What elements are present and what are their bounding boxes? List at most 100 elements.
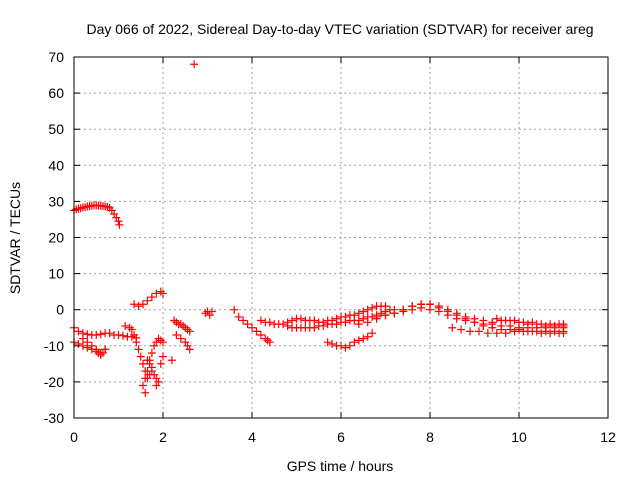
data-point bbox=[506, 325, 515, 334]
data-point bbox=[399, 305, 408, 314]
data-point bbox=[96, 330, 105, 339]
y-tick-label: 20 bbox=[48, 230, 64, 246]
data-point bbox=[141, 388, 150, 397]
data-point bbox=[234, 312, 243, 321]
y-tick-label: 10 bbox=[48, 266, 64, 282]
data-point bbox=[143, 296, 152, 305]
data-point bbox=[85, 202, 94, 211]
data-point bbox=[130, 300, 139, 309]
data-point bbox=[78, 341, 87, 350]
grid-lines bbox=[74, 57, 608, 418]
data-point bbox=[359, 307, 368, 316]
x-tick-label: 2 bbox=[159, 429, 167, 445]
y-tick-label: -20 bbox=[44, 374, 64, 390]
x-tick-label: 4 bbox=[248, 429, 256, 445]
data-point bbox=[390, 309, 399, 318]
y-tick-label: 40 bbox=[48, 157, 64, 173]
data-point bbox=[310, 316, 319, 325]
data-point bbox=[550, 327, 559, 336]
data-point bbox=[83, 338, 92, 347]
y-tick-label: 70 bbox=[48, 49, 64, 65]
y-tick-label: 30 bbox=[48, 193, 64, 209]
data-point bbox=[167, 356, 176, 365]
data-point bbox=[372, 312, 381, 321]
data-point bbox=[377, 309, 386, 318]
data-point bbox=[101, 345, 110, 354]
data-point bbox=[528, 327, 537, 336]
data-point bbox=[474, 327, 483, 336]
data-point bbox=[341, 318, 350, 327]
data-point bbox=[519, 327, 528, 336]
data-point bbox=[130, 330, 139, 339]
x-axis-label: GPS time / hours bbox=[287, 458, 394, 474]
data-point bbox=[147, 367, 156, 376]
data-point bbox=[138, 300, 147, 309]
x-tick-label: 12 bbox=[600, 429, 616, 445]
data-point bbox=[288, 316, 297, 325]
data-point bbox=[359, 334, 368, 343]
data-point bbox=[159, 338, 167, 347]
y-axis-label: SDTVAR / TECUs bbox=[7, 182, 23, 294]
data-point bbox=[118, 331, 127, 340]
data-point bbox=[185, 345, 194, 354]
data-point bbox=[363, 305, 372, 314]
data-point bbox=[363, 332, 372, 341]
data-point bbox=[138, 381, 147, 390]
data-point bbox=[546, 320, 555, 329]
data-point bbox=[138, 359, 147, 368]
data-point bbox=[243, 320, 252, 329]
data-point bbox=[147, 293, 156, 302]
data-point bbox=[519, 318, 528, 327]
data-point bbox=[537, 329, 546, 338]
data-point bbox=[501, 316, 510, 325]
data-point bbox=[127, 325, 136, 334]
data-point bbox=[230, 305, 239, 314]
data-point bbox=[328, 339, 337, 348]
data-point bbox=[359, 314, 368, 323]
chart-title: Day 066 of 2022, Sidereal Day-to-day VTE… bbox=[86, 21, 593, 37]
data-point bbox=[341, 343, 350, 352]
data-point bbox=[332, 320, 341, 329]
y-tick-label: -30 bbox=[44, 410, 64, 426]
data-point bbox=[115, 220, 124, 229]
data-point bbox=[488, 323, 497, 332]
data-point bbox=[461, 314, 470, 323]
data-point bbox=[256, 330, 265, 339]
data-point bbox=[452, 311, 461, 320]
data-point bbox=[368, 329, 377, 338]
data-point bbox=[515, 325, 523, 334]
data-point bbox=[98, 202, 107, 211]
x-tick-label: 10 bbox=[511, 429, 527, 445]
data-point bbox=[159, 289, 167, 298]
data-point bbox=[345, 341, 354, 350]
data-point bbox=[443, 307, 452, 316]
data-point bbox=[252, 327, 261, 336]
data-point bbox=[434, 303, 443, 312]
data-point bbox=[337, 341, 345, 350]
data-point bbox=[541, 327, 550, 336]
data-point bbox=[368, 303, 377, 312]
data-point bbox=[559, 329, 568, 338]
data-point bbox=[134, 302, 143, 311]
data-point bbox=[190, 60, 199, 69]
data-point bbox=[296, 314, 305, 323]
data-point bbox=[417, 300, 426, 309]
data-point bbox=[381, 311, 390, 320]
data-point bbox=[185, 327, 194, 336]
data-point bbox=[559, 320, 568, 329]
data-point bbox=[466, 327, 475, 336]
data-point bbox=[310, 323, 319, 332]
data-point bbox=[492, 314, 501, 323]
data-point bbox=[159, 352, 167, 361]
data-point bbox=[501, 329, 510, 338]
data-point bbox=[479, 321, 488, 330]
data-point bbox=[354, 309, 363, 318]
data-point bbox=[483, 329, 492, 338]
x-tick-label: 0 bbox=[70, 429, 78, 445]
data-point bbox=[141, 374, 150, 383]
data-point bbox=[457, 325, 466, 334]
data-point bbox=[136, 352, 145, 361]
data-point bbox=[121, 321, 130, 330]
data-point bbox=[81, 203, 90, 212]
